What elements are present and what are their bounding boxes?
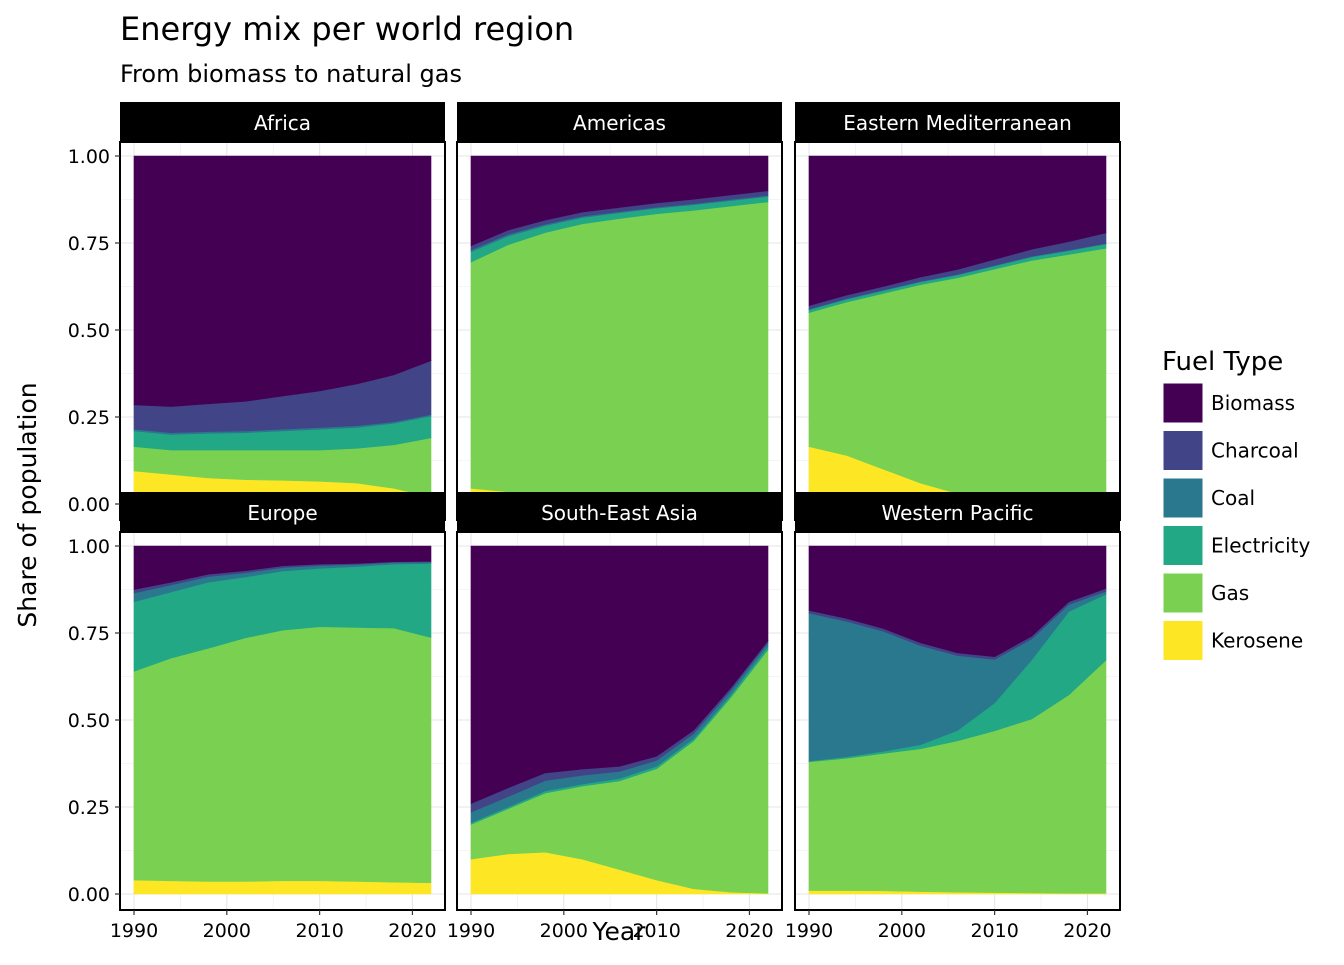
legend-title: Fuel Type: [1162, 347, 1283, 377]
legend: Fuel Type Biomass Charcoal Coal Electricity…: [1162, 347, 1311, 661]
area-biomass: [133, 545, 432, 590]
stacked-areas: [470, 155, 769, 505]
facet-strip: [120, 102, 445, 142]
facet-label: South-East Asia: [541, 501, 698, 525]
facet-label: Western Pacific: [882, 501, 1034, 525]
facet-strip: [457, 492, 782, 532]
area-biomass: [470, 545, 769, 804]
x-tick-label: 1990: [447, 920, 495, 942]
legend-items: Biomass Charcoal Coal Electricity Gas Kerosen…: [1162, 382, 1311, 661]
legend-item-charcoal: Charcoal: [1162, 430, 1299, 471]
area-biomass: [808, 155, 1107, 307]
legend-swatch: [1162, 572, 1204, 614]
legend-swatch: [1162, 430, 1204, 471]
legend-label: Biomass: [1211, 391, 1295, 415]
legend-item-coal: Coal: [1162, 477, 1255, 519]
legend-item-electricity: Electricity: [1162, 525, 1311, 566]
chart-title: Energy mix per world region: [120, 10, 574, 48]
legend-label: Coal: [1211, 486, 1255, 510]
y-tick-label: 0.50: [68, 710, 110, 732]
facet-label: Africa: [254, 111, 311, 135]
facet-label: Europe: [247, 501, 317, 525]
x-tick-label: 2010: [632, 920, 680, 942]
area-biomass: [808, 545, 1107, 657]
facet-strip: [120, 492, 445, 532]
x-tick-label: 2020: [725, 920, 773, 942]
legend-label: Charcoal: [1211, 439, 1299, 463]
legend-label: Gas: [1211, 581, 1249, 605]
y-tick-label: 0.25: [68, 407, 110, 429]
x-tick-label: 2020: [388, 920, 436, 942]
facet-panels: Africa 0.00 0.25 0.50 0.75 1.00 Americas Easter…: [68, 102, 1121, 942]
facet-label: Eastern Mediterranean: [843, 111, 1072, 135]
legend-swatch: [1162, 620, 1204, 661]
legend-label: Kerosene: [1211, 629, 1303, 653]
x-tick-label: 2020: [1063, 920, 1111, 942]
facet-strip: [457, 102, 782, 142]
facet-eastern-mediterranean: Eastern Mediterranean: [794, 102, 1121, 521]
legend-item-kerosene: Kerosene: [1162, 620, 1303, 661]
stacked-areas: [133, 155, 432, 505]
stacked-areas: [808, 545, 1107, 895]
legend-swatch: [1162, 525, 1204, 566]
stacked-areas: [133, 545, 432, 895]
area-biomass: [470, 155, 769, 247]
stacked-areas: [470, 545, 769, 895]
area-gas: [470, 201, 769, 504]
legend-item-biomass: Biomass: [1162, 382, 1295, 424]
y-tick-label: 0.00: [68, 884, 110, 906]
x-axis-title: Year: [592, 917, 647, 946]
facet-strip: [795, 492, 1120, 532]
y-tick-label: 1.00: [68, 536, 110, 558]
y-tick-label: 0.25: [68, 797, 110, 819]
facet-europe: Europe 0.00 0.25 0.50 0.75 1.00 1990 2000 2010 20…: [68, 492, 446, 942]
x-tick-label: 2000: [203, 920, 251, 942]
x-tick-label: 2000: [878, 920, 926, 942]
legend-label: Electricity: [1211, 534, 1311, 558]
facet-africa: Africa 0.00 0.25 0.50 0.75 1.00: [68, 102, 446, 521]
x-tick-label: 2000: [540, 920, 588, 942]
legend-item-gas: Gas: [1162, 572, 1249, 614]
x-tick-label: 2010: [295, 920, 343, 942]
x-tick-label: 2010: [970, 920, 1018, 942]
y-axis-title: Share of population: [13, 382, 42, 627]
facet-strip: [795, 102, 1120, 142]
y-tick-label: 0.50: [68, 320, 110, 342]
y-tick-label: 1.00: [68, 146, 110, 168]
chart-subtitle: From biomass to natural gas: [120, 60, 462, 88]
facet-label: Americas: [573, 111, 666, 135]
y-tick-label: 0.75: [68, 233, 110, 255]
area-biomass: [133, 155, 432, 407]
x-tick-label: 1990: [785, 920, 833, 942]
legend-swatch: [1162, 382, 1204, 424]
y-tick-label: 0.00: [68, 494, 110, 516]
facet-south-east-asia: South-East Asia 1990 2000 2010 2020: [447, 492, 783, 942]
legend-swatch: [1162, 477, 1204, 519]
facet-americas: Americas: [456, 102, 783, 521]
area-gas: [133, 626, 432, 884]
x-tick-label: 1990: [110, 920, 158, 942]
y-tick-label: 0.75: [68, 623, 110, 645]
facet-western-pacific: Western Pacific 1990 2000 2010 2020: [785, 492, 1121, 942]
stacked-areas: [808, 155, 1107, 505]
